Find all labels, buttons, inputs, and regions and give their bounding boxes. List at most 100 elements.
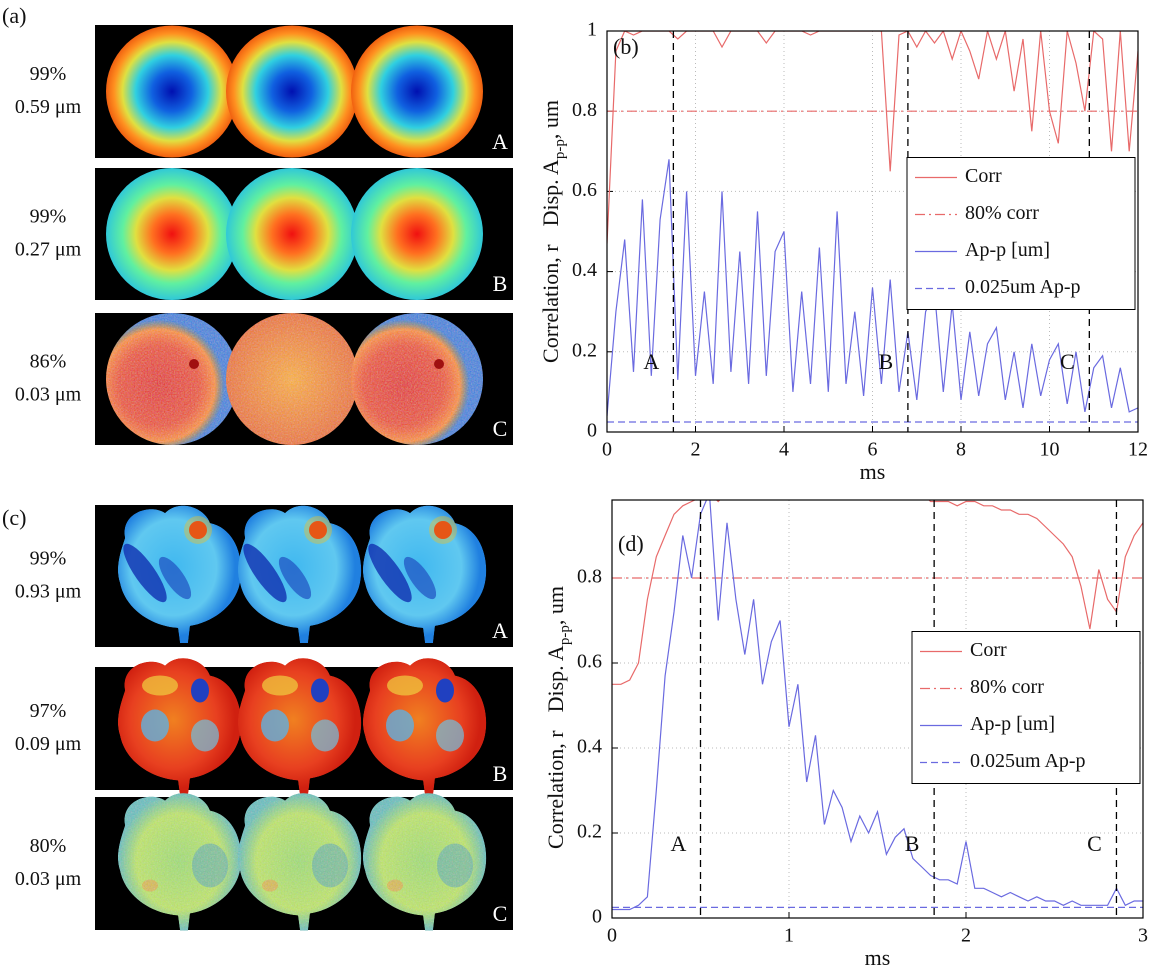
heatmap <box>362 658 487 796</box>
y-axis-label-part: Disp. A <box>538 159 563 226</box>
heatmap-fill <box>237 505 362 643</box>
heatmap <box>237 793 362 931</box>
heatmap-fill <box>117 505 242 643</box>
heatmap-fill <box>237 793 362 931</box>
blob-feature <box>192 843 228 888</box>
displacement-value: 0.09 μm <box>15 733 82 755</box>
event-label: A <box>671 831 687 856</box>
event-label: B <box>905 831 920 856</box>
x-tick-label: 3 <box>1138 925 1148 947</box>
displacement-value: 0.59 μm <box>15 96 82 118</box>
blob <box>237 793 362 931</box>
event-label: C <box>1060 349 1075 374</box>
heatmap <box>237 658 362 796</box>
heatmap <box>362 793 487 931</box>
event-label: A <box>643 349 659 374</box>
y-tick-label: 0.6 <box>577 651 602 673</box>
heatmap-fill <box>117 793 242 931</box>
blob <box>362 793 487 931</box>
legend-label: Corr <box>970 639 1007 661</box>
heatmap <box>106 313 238 445</box>
blob-feature <box>386 709 414 742</box>
correlation-value: 99% <box>30 206 67 228</box>
heatmap <box>237 505 362 643</box>
blob-feature <box>387 879 403 892</box>
y-tick-label: 0 <box>592 906 602 928</box>
correlation-value: 97% <box>30 700 67 722</box>
blob-feature <box>262 879 278 892</box>
legend-label: 0.025um Ap-p <box>965 276 1081 298</box>
heatmap <box>351 168 483 300</box>
heatmap <box>226 313 358 445</box>
blob-feature <box>309 521 327 539</box>
plot-frame <box>606 30 1139 433</box>
correlation-value: 80% <box>30 835 67 857</box>
blob-feature <box>191 678 209 703</box>
x-axis-label: ms <box>860 459 886 484</box>
heatmap <box>117 505 242 643</box>
blob-feature <box>311 678 329 703</box>
blob-feature <box>142 879 158 892</box>
row-tag: B <box>493 271 508 296</box>
heatmap <box>362 505 487 643</box>
row-tag: C <box>493 416 508 441</box>
heatmap <box>106 168 238 300</box>
x-tick-label: 0 <box>607 925 617 947</box>
heatmap-fill <box>362 658 487 796</box>
blob-feature <box>437 843 473 888</box>
y-axis-label-part: , um <box>538 100 563 139</box>
heatmap-fill <box>237 658 362 796</box>
panel-label: (a) <box>2 3 26 28</box>
blob-feature <box>123 543 167 603</box>
x-axis-label: ms <box>865 945 891 968</box>
x-tick-label: 6 <box>868 439 878 461</box>
heatmap <box>106 25 238 158</box>
displacement-value: 0.93 μm <box>15 581 82 603</box>
panel-label: (d) <box>618 531 644 556</box>
y-axis-label: Correlation, r Disp. Ap-p, um <box>538 100 568 363</box>
legend-label: 0.025um Ap-p <box>970 750 1086 772</box>
x-tick-label: 10 <box>1040 439 1060 461</box>
x-tick-label: 1 <box>784 925 794 947</box>
heatmap <box>226 168 358 300</box>
row-tag: A <box>492 618 508 643</box>
correlation-value: 99% <box>30 548 67 570</box>
legend-box <box>911 631 1141 784</box>
row-tag: A <box>492 129 508 154</box>
blob-feature <box>243 543 287 603</box>
y-tick-label: 0.4 <box>577 736 602 758</box>
y-tick-label: 0.2 <box>572 339 597 361</box>
heatmap-fill <box>117 658 242 796</box>
heatmap-fill <box>362 505 487 643</box>
y-tick-label: 0.8 <box>577 566 602 588</box>
blob-feature <box>184 516 212 544</box>
x-tick-label: 4 <box>779 439 789 461</box>
row-tag: B <box>493 761 508 786</box>
blob-feature <box>387 675 423 696</box>
heatmap-spot <box>189 359 199 369</box>
row-tag: C <box>493 901 508 926</box>
y-axis-label: Correlation, r Disp. Ap-p, um <box>543 586 573 849</box>
event-label: C <box>1087 831 1102 856</box>
blob-feature <box>142 675 178 696</box>
plot-lines <box>607 31 1138 423</box>
blob-feature <box>436 678 454 703</box>
legend-box <box>906 157 1136 310</box>
y-tick-label: 0.2 <box>577 821 602 843</box>
blob-feature <box>311 719 339 752</box>
x-tick-label: 8 <box>956 439 966 461</box>
heatmap <box>117 793 242 931</box>
blob-feature <box>141 709 169 742</box>
blob-feature <box>262 675 298 696</box>
event-label: B <box>879 349 894 374</box>
y-axis-label-part: Correlation, r <box>543 730 568 849</box>
legend-label: Ap-p [um] <box>970 713 1055 735</box>
legend-label: 80% corr <box>965 202 1039 224</box>
legend-label: Ap-p [um] <box>965 239 1050 261</box>
panel-label: (c) <box>2 505 26 530</box>
y-tick-label: 0.6 <box>572 179 597 201</box>
blob <box>117 793 242 931</box>
x-tick-label: 2 <box>691 439 701 461</box>
blob-feature <box>312 843 348 888</box>
